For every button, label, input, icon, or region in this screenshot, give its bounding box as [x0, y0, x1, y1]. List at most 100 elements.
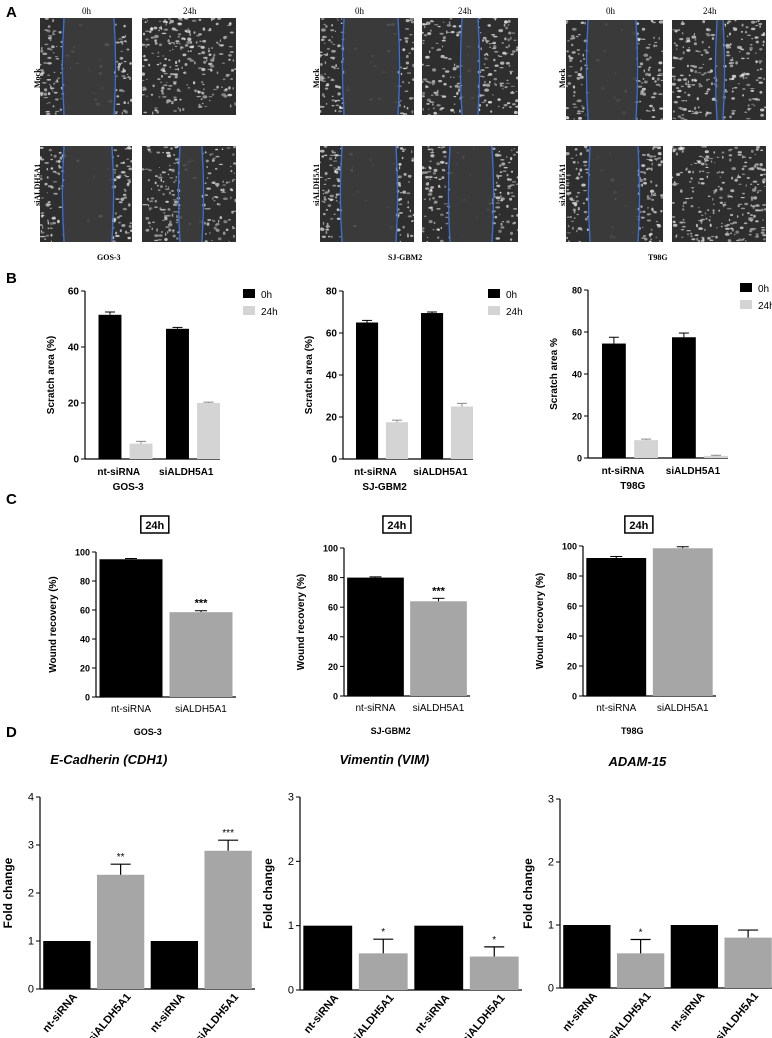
y-tick-label: 2	[548, 857, 554, 869]
chart-5: 0 20 40 60 80 100 Wound recovery (%) nt-siRNA si…	[535, 515, 716, 736]
bar	[98, 314, 122, 459]
bar	[166, 328, 189, 459]
y-tick-label: 0	[548, 983, 554, 995]
chart-3: 0 20 40 60 80 100 Wound recovery (%) nt-siRNA **…	[48, 515, 236, 737]
y-tick-label: 2	[28, 888, 34, 900]
legend-swatch	[740, 283, 752, 292]
bar	[602, 343, 626, 458]
x-tick-label: siALDH5A1	[713, 990, 761, 1038]
micrograph	[320, 146, 414, 242]
y-axis-label: Scratch area %	[549, 338, 560, 410]
x-tick-label: siALDH5A1	[159, 467, 214, 478]
chart-1: 0 20 40 60 80 Scratch area (%) nt-siRNA siALDH5…	[304, 287, 523, 494]
y-tick-label: 0	[28, 984, 34, 996]
panel-letter-c: C	[6, 491, 17, 508]
micrograph	[672, 20, 766, 120]
title-box	[624, 515, 654, 534]
micrograph	[40, 18, 132, 115]
y-tick-label: 1	[28, 936, 34, 948]
y-tick-label: 40	[572, 370, 582, 380]
y-tick-label: 60	[326, 329, 338, 340]
micrograph	[566, 20, 663, 120]
legend-label: 0h	[261, 290, 272, 301]
micrograph	[672, 146, 766, 242]
y-tick-label: 100	[75, 548, 90, 558]
x-tick-label: nt-siRNA	[97, 467, 140, 478]
y-tick-label: 0	[73, 455, 79, 466]
panel-letter-d: D	[6, 724, 17, 741]
bar	[99, 559, 163, 697]
y-tick-label: 20	[572, 412, 582, 422]
y-tick-label: 60	[572, 328, 582, 338]
x-tick-label: siALDH5A1	[413, 703, 465, 714]
y-tick-label: 40	[68, 343, 80, 354]
x-tick-label: siALDH5A1	[349, 992, 397, 1038]
y-tick-label: 80	[80, 577, 90, 587]
chart-0: 0 20 40 60 Scratch area (%) nt-siRNA siALDH5A1…	[46, 287, 278, 494]
legend-label: 24h	[506, 307, 523, 318]
chart-title: Vimentin (VIM)	[339, 752, 429, 767]
cell-line-label: T98G	[648, 253, 668, 262]
x-tick-label: siALDH5A1	[86, 991, 134, 1038]
y-axis-label: Wound recovery (%)	[535, 573, 546, 670]
cell-line-label: SJ-GBM2	[388, 253, 423, 262]
bar	[303, 925, 353, 990]
significance-mark: **	[117, 852, 125, 863]
time-label-24h: 24h	[183, 6, 197, 16]
y-tick-label: 40	[567, 632, 577, 642]
x-tick-label: nt-siRNA	[40, 991, 79, 1035]
x-tick-label: nt-siRNA	[354, 467, 397, 478]
x-tick-label: nt-siRNA	[668, 990, 707, 1034]
bar	[356, 322, 379, 459]
bar	[634, 440, 658, 458]
x-axis-label: T98G	[620, 481, 645, 492]
micrograph	[40, 146, 132, 242]
x-tick-label: siALDH5A1	[460, 992, 508, 1038]
bar	[347, 577, 404, 696]
y-tick-label: 40	[328, 632, 338, 642]
x-axis-label: T98G	[621, 726, 644, 736]
significance-mark: ***	[222, 828, 234, 839]
chart-4: 0 20 40 60 80 100 Wound recovery (%) nt-siRNA **…	[296, 515, 470, 736]
bar	[197, 403, 220, 459]
title-box	[140, 515, 170, 534]
bar	[96, 874, 145, 989]
significance-mark: ***	[195, 598, 209, 610]
x-axis-label: GOS-3	[134, 727, 162, 737]
y-tick-label: 80	[328, 573, 338, 583]
y-tick-label: 0	[333, 692, 338, 702]
panel-letter-b: B	[6, 270, 17, 287]
significance-mark: *	[639, 927, 643, 938]
bar	[385, 422, 408, 459]
legend-swatch	[740, 300, 752, 309]
y-tick-label: 60	[328, 603, 338, 613]
y-tick-label: 1	[288, 920, 294, 932]
micrograph	[422, 146, 518, 242]
micrograph	[566, 146, 663, 242]
bar	[129, 443, 153, 459]
bar	[563, 925, 611, 988]
chart-title: 24h	[387, 520, 406, 532]
legend-swatch	[243, 306, 255, 315]
y-tick-label: 1	[548, 920, 554, 932]
y-tick-label: 100	[323, 544, 338, 554]
y-tick-label: 40	[80, 635, 90, 645]
y-tick-label: 60	[80, 606, 90, 616]
x-tick-label: siALDH5A1	[606, 990, 654, 1038]
bar	[652, 548, 713, 696]
x-axis-label: SJ-GBM2	[371, 726, 411, 736]
y-tick-label: 2	[288, 856, 294, 868]
cell-line-label: GOS-3	[97, 253, 121, 262]
time-label-0h: 0h	[355, 6, 364, 16]
y-tick-label: 20	[567, 662, 577, 672]
y-tick-label: 20	[68, 399, 80, 410]
y-tick-label: 20	[80, 664, 90, 674]
x-tick-label: nt-siRNA	[355, 703, 395, 714]
y-axis-label: Fold change	[1, 857, 15, 928]
legend-label: 0h	[506, 290, 517, 301]
y-tick-label: 80	[572, 286, 582, 296]
x-tick-label: siALDH5A1	[657, 703, 709, 714]
legend-swatch	[488, 289, 500, 298]
